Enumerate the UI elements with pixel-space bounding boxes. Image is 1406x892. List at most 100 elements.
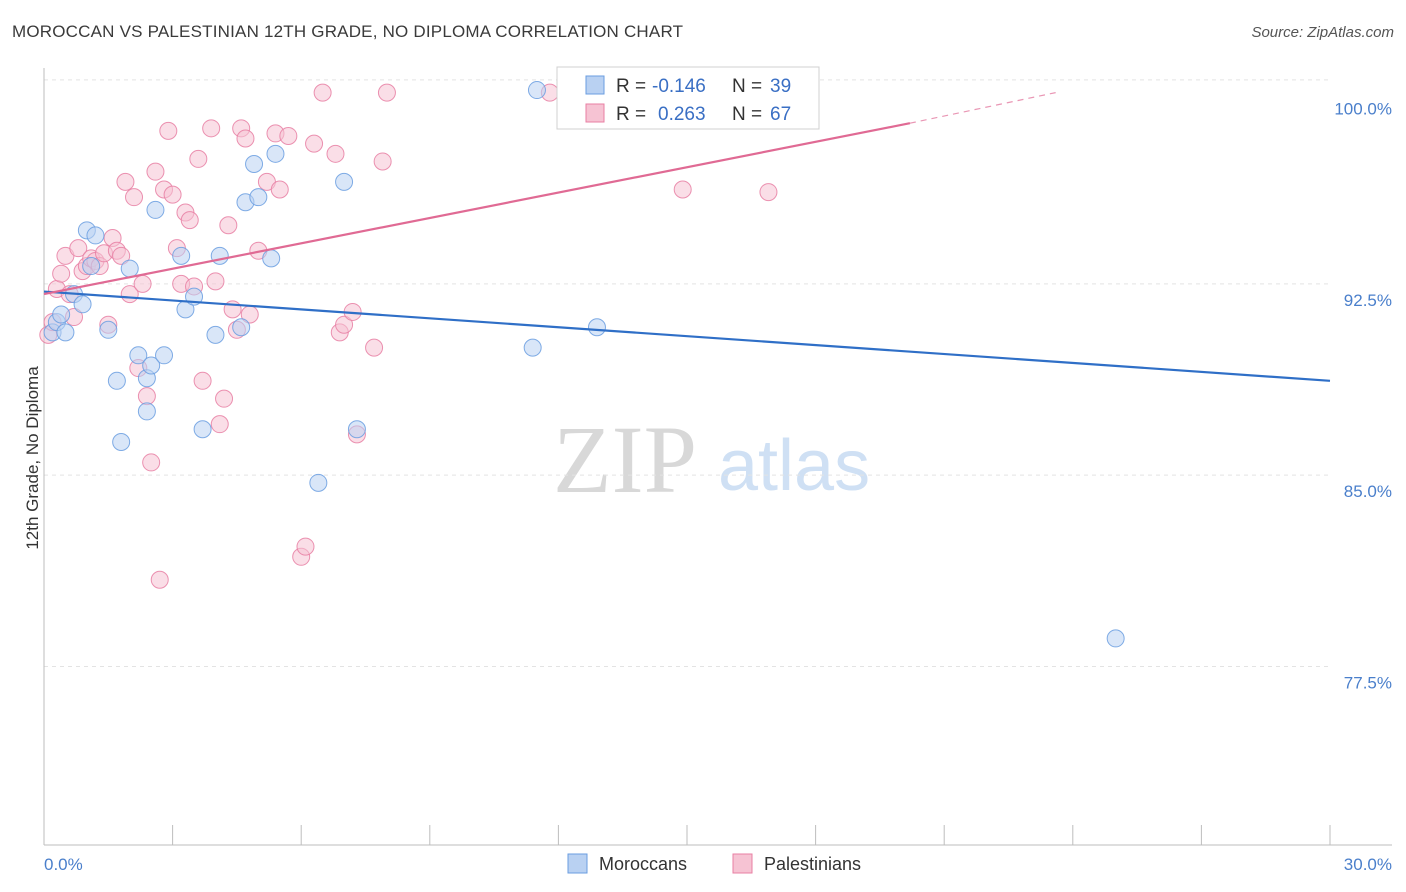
stats-n-value-palestinians: 67 — [770, 104, 791, 125]
palestinians-point-50 — [270, 180, 289, 199]
stats-box: R = -0.146 N = 39 R = 0.263 N = 67 — [556, 66, 820, 130]
stats-swatch-palestinians — [585, 103, 605, 123]
x-tick-labels: 0.0% 30.0% — [44, 855, 1392, 874]
y-tick-label-1: 92.5% — [1344, 291, 1392, 310]
palestinians-point-37 — [202, 119, 221, 138]
moroccans-point-11 — [112, 433, 131, 452]
palestinians-point-51 — [279, 126, 298, 145]
moroccans-point-10 — [107, 371, 126, 390]
stats-r-label-moroccans: R = — [616, 76, 646, 97]
palestinians-point-7 — [69, 239, 88, 258]
moroccans-point-16 — [146, 200, 165, 219]
stats-r-value-palestinians: 0.263 — [658, 104, 706, 125]
palestinians-point-23 — [137, 387, 156, 406]
palestinians-trend-line-2 — [909, 92, 1056, 124]
palestinians-point-58 — [335, 315, 354, 334]
moroccans-point-30 — [266, 144, 285, 163]
palestinians-point-18 — [116, 172, 135, 191]
moroccans-point-25 — [232, 318, 251, 337]
stats-n-label-palestinians: N = — [732, 104, 762, 125]
moroccans-point-5 — [73, 295, 92, 314]
palestinians-point-38 — [206, 272, 225, 291]
x-tick-label-1: 30.0% — [1344, 855, 1392, 874]
stats-r-label-palestinians: R = — [616, 104, 646, 125]
legend: Moroccans Palestinians — [567, 853, 861, 874]
moroccans-point-2 — [52, 305, 71, 324]
moroccans-point-7 — [82, 257, 101, 276]
stats-r-value-moroccans: -0.146 — [652, 76, 706, 97]
legend-label-moroccans: Moroccans — [599, 854, 687, 874]
palestinians-point-53 — [296, 537, 315, 556]
palestinians-point-40 — [215, 389, 234, 408]
moroccans-points — [43, 81, 1125, 648]
palestinians-point-66 — [759, 183, 778, 202]
palestinians-point-22 — [133, 274, 152, 293]
moroccans-point-8 — [86, 226, 105, 245]
palestinians-point-35 — [189, 149, 208, 168]
y-tick-label-2: 85.0% — [1344, 482, 1392, 501]
moroccans-point-31 — [309, 473, 328, 492]
legend-label-palestinians: Palestinians — [764, 854, 861, 874]
trend-lines — [43, 92, 1331, 382]
axes — [43, 68, 1392, 846]
y-tick-label-3: 77.5% — [1344, 673, 1392, 692]
palestinians-point-45 — [236, 129, 255, 148]
stats-n-label-moroccans: N = — [732, 76, 762, 97]
palestinians-point-25 — [146, 162, 165, 181]
palestinians-point-3 — [52, 264, 71, 283]
moroccans-point-13 — [129, 346, 148, 365]
palestinians-point-20 — [125, 188, 144, 207]
moroccans-point-18 — [155, 346, 174, 365]
palestinians-point-28 — [159, 121, 178, 140]
watermark-zip: ZIP — [553, 406, 697, 513]
y-tick-label-0: 100.0% — [1334, 100, 1392, 119]
palestinians-point-24 — [142, 453, 161, 472]
palestinians-point-55 — [313, 83, 332, 102]
palestinians-point-65 — [673, 180, 692, 199]
moroccans-trend-line-0 — [43, 290, 1331, 382]
moroccans-point-15 — [142, 356, 161, 375]
moroccans-point-9 — [99, 320, 118, 339]
moroccans-point-35 — [523, 338, 542, 357]
stats-swatch-moroccans — [585, 75, 605, 95]
y-axis-label: 12th Grade, No Diploma — [23, 366, 42, 550]
moroccans-point-12 — [120, 259, 139, 278]
moroccans-point-34 — [527, 81, 546, 100]
moroccans-point-3 — [56, 323, 75, 342]
palestinians-point-26 — [150, 570, 169, 589]
moroccans-point-23 — [206, 325, 225, 344]
moroccans-point-17 — [137, 402, 156, 421]
chart-title: MOROCCAN VS PALESTINIAN 12TH GRADE, NO D… — [12, 22, 684, 41]
palestinians-point-62 — [373, 152, 392, 171]
palestinians-point-29 — [163, 185, 182, 204]
palestinians-point-54 — [305, 134, 324, 153]
moroccans-point-32 — [335, 172, 354, 191]
moroccans-point-24 — [210, 246, 229, 265]
palestinians-point-41 — [219, 216, 238, 235]
legend-swatch-moroccans — [567, 853, 588, 874]
y-tick-labels: 100.0% 92.5% 85.0% 77.5% — [1334, 100, 1392, 693]
moroccans-point-33 — [347, 420, 366, 439]
x-tick-label-0: 0.0% — [44, 855, 83, 874]
legend-swatch-palestinians — [732, 853, 753, 874]
moroccans-point-28 — [262, 249, 281, 268]
moroccans-point-29 — [245, 155, 264, 174]
palestinians-point-56 — [326, 144, 345, 163]
moroccans-point-38 — [1106, 629, 1125, 648]
moroccans-point-36 — [587, 318, 606, 337]
palestinians-point-36 — [193, 371, 212, 390]
moroccans-point-27 — [249, 188, 268, 207]
palestinians-point-61 — [365, 338, 384, 357]
palestinians-point-33 — [180, 211, 199, 230]
palestinians-trend-line-1 — [43, 122, 911, 296]
source-credit: Source: ZipAtlas.com — [1251, 24, 1394, 41]
palestinians-point-39 — [210, 415, 229, 434]
watermark: ZIP atlas — [553, 406, 870, 513]
moroccans-point-19 — [172, 246, 191, 265]
palestinians-point-17 — [112, 246, 131, 265]
stats-n-value-moroccans: 39 — [770, 76, 791, 97]
moroccans-point-22 — [193, 420, 212, 439]
palestinians-point-63 — [377, 83, 396, 102]
watermark-atlas: atlas — [718, 426, 870, 506]
